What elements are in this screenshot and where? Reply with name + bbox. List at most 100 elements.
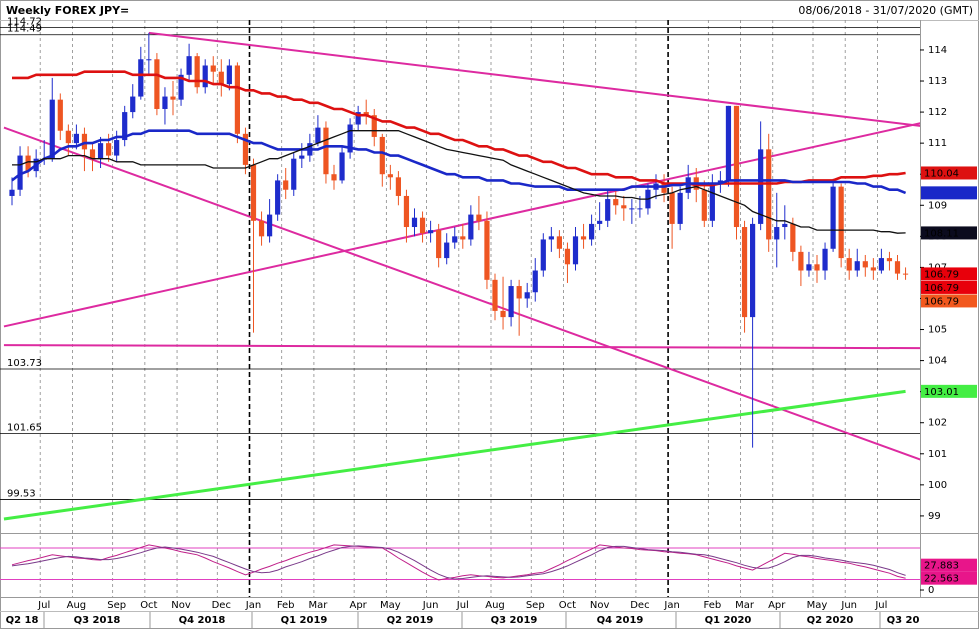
candle-body (275, 180, 281, 215)
candle-body (613, 199, 619, 206)
x-tick-label: Apr (768, 600, 786, 611)
candle-body (315, 127, 321, 144)
candle-body (49, 99, 55, 159)
candle-body (572, 236, 579, 265)
candle-body (460, 236, 466, 240)
candle-body (419, 217, 426, 234)
x-tick-label: Sep (107, 600, 126, 611)
candle-body (154, 59, 160, 109)
chart-subtitle: 08/06/2018 - 31/07/2020 (GMT) (798, 4, 973, 17)
candle-body (411, 217, 418, 228)
candle-body (532, 270, 538, 293)
value-tag-label: 106.79 (924, 296, 959, 307)
candle-body (218, 71, 224, 85)
candle-body (114, 140, 120, 156)
value-tag (921, 226, 977, 240)
x-tick-label: May (380, 600, 401, 611)
candle-body (838, 186, 844, 259)
candle-body (387, 174, 393, 178)
candle-body (444, 242, 450, 259)
candle-body (484, 220, 490, 280)
x-tick-label: Nov (590, 600, 610, 611)
level-label: 101.65 (7, 423, 42, 434)
value-tag (921, 571, 977, 585)
oscillator-panel (11, 544, 906, 581)
candle-body (283, 180, 289, 190)
level-label: 103.73 (7, 358, 42, 369)
candle-body (894, 261, 901, 274)
candle-body (371, 115, 377, 137)
osc-tick-label: 0 (928, 585, 934, 596)
candle-body (57, 99, 63, 131)
candle-body (178, 74, 184, 100)
quarter-label: Q3 2018 (74, 615, 121, 626)
x-tick-label: Aug (67, 600, 87, 611)
quarter-label: Q3 2019 (491, 615, 538, 626)
candle-body (130, 96, 136, 113)
value-tag-label: 22.563 (924, 574, 959, 585)
candle-body (403, 195, 410, 228)
value-tag (921, 558, 977, 572)
x-tick-label: Dec (212, 600, 231, 611)
value-tag-label: 110.04 (924, 168, 959, 179)
candle-body (822, 248, 828, 271)
candle-body (621, 205, 627, 209)
candle-body (556, 236, 562, 249)
candle-body (395, 177, 401, 196)
x-tick-label: Feb (277, 600, 295, 611)
candle-body (580, 236, 587, 240)
candle-body (766, 149, 772, 240)
candle-body (89, 149, 96, 159)
value-tag-label: 103.01 (924, 387, 959, 398)
candle-body (492, 279, 498, 311)
x-tick-label: Jul (874, 600, 887, 611)
candle-body (790, 223, 796, 252)
candle-body (65, 130, 71, 144)
quarter-label: Q2 2019 (387, 615, 434, 626)
value-tag-label: 106.79 (924, 283, 959, 294)
trend-line (3, 344, 920, 350)
y-tick-label: 109 (928, 200, 947, 211)
value-tag (921, 166, 977, 180)
candle-body (17, 155, 23, 190)
candle-body (830, 186, 836, 249)
candle-body (186, 56, 192, 75)
candle-body (758, 149, 764, 224)
trend-line (148, 31, 920, 127)
level-label: 99.53 (7, 488, 36, 499)
candle-body (886, 258, 893, 262)
x-tick-label: Oct (140, 600, 157, 611)
candle-body (291, 158, 297, 190)
candle-body (524, 292, 530, 299)
candle-body (854, 261, 860, 271)
x-tick-label: Dec (630, 600, 649, 611)
y-tick-label: 113 (928, 76, 947, 87)
candle-body (709, 183, 715, 221)
candle-body (210, 65, 216, 72)
candle-body (733, 105, 740, 228)
candle-body (363, 112, 369, 116)
candle-body (106, 143, 112, 156)
candle-body (267, 214, 273, 237)
trend-line (3, 389, 906, 521)
level-label: 114.72 (7, 17, 42, 28)
candle-body (258, 220, 265, 237)
axes: Jul Aug Sep Oct Nov Dec Jan Feb Mar Apr May Jun Jul A… (6, 17, 977, 628)
candle-body (162, 96, 168, 109)
y-tick-label: 105 (928, 325, 947, 336)
candle-body (806, 264, 812, 271)
y-tick-label: 111 (928, 138, 947, 149)
x-tick-label: May (807, 600, 828, 611)
candle-body (637, 208, 643, 210)
value-tag-label: 106.79 (924, 269, 959, 280)
level-label: 114.49 (7, 24, 42, 35)
candle-body (548, 236, 554, 240)
y-tick-label: 102 (928, 418, 947, 429)
candle-body (717, 180, 723, 184)
x-tick-label: Jul (456, 600, 469, 611)
candle-body (725, 105, 732, 181)
candle-body (677, 192, 683, 224)
candle-body (436, 230, 442, 259)
